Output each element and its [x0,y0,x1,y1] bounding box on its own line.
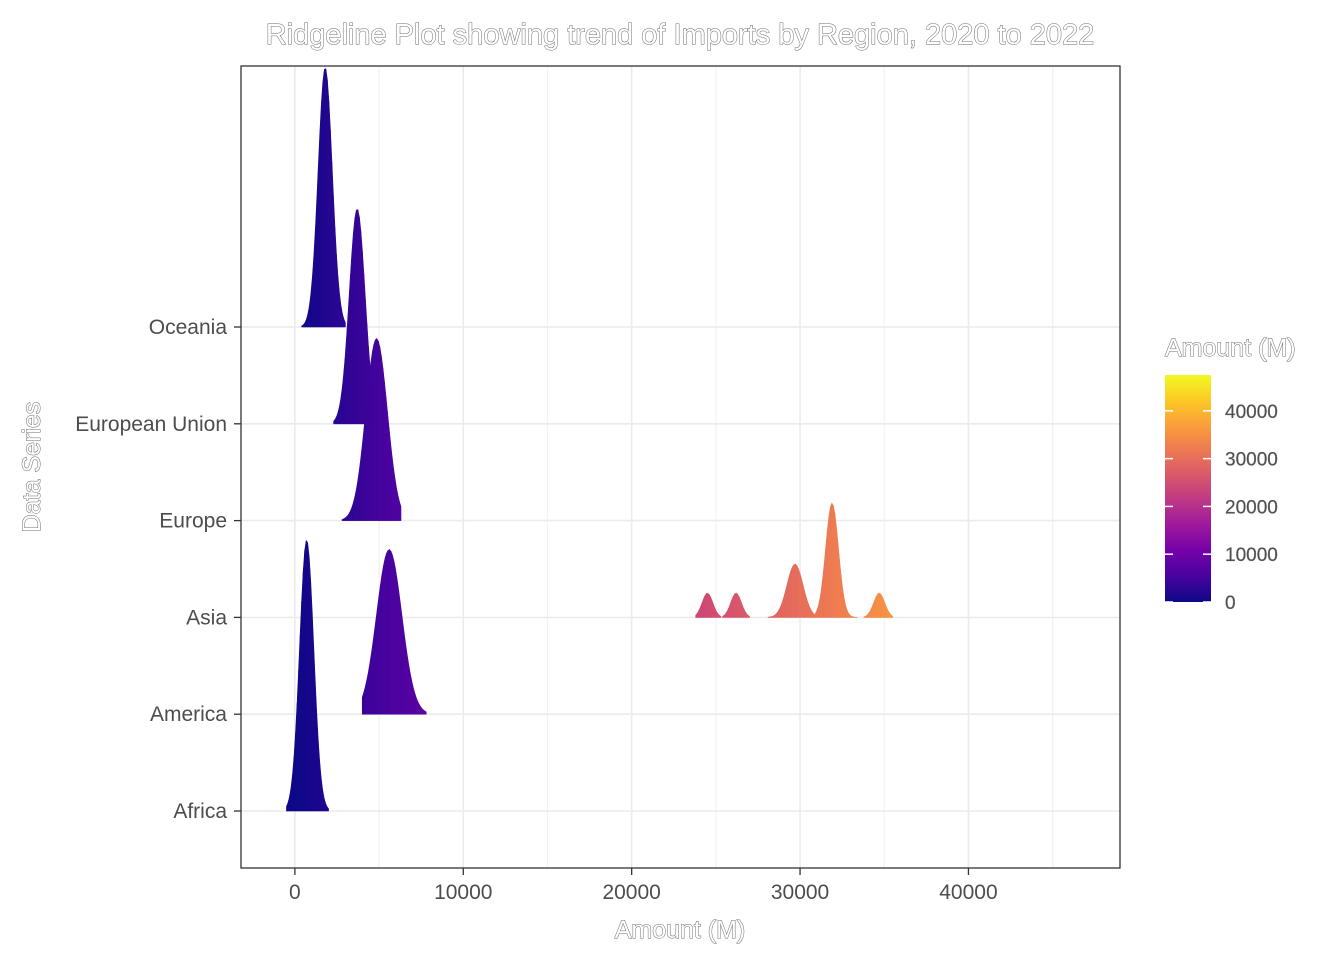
color-legend: Amount (M) 0 10000 20000 30000 40000 [1165,334,1296,614]
legend-tick-label: 40000 [1225,402,1278,423]
y-tick-label: Africa [173,800,227,823]
density-slice [372,382,373,424]
y-tick-label: European Union [75,413,227,436]
x-tick-label: 10000 [434,881,492,904]
y-tick-label: Asia [186,606,227,629]
legend-colorbar [1165,375,1211,602]
chart-title: Ridgeline Plot showing trend of Imports … [266,19,1095,51]
x-axis-title: Amount (M) [615,916,746,944]
density-slice [720,616,721,618]
y-axis-title: Data Series [18,402,46,533]
legend-title: Amount (M) [1165,334,1296,362]
y-tick-label: America [150,703,227,726]
y-tick-label: Europe [159,510,227,533]
legend-tick-label: 10000 [1225,545,1278,566]
legend-tick-label: 20000 [1225,497,1278,518]
y-tick-label: Oceania [149,316,228,339]
x-tick-label: 20000 [602,881,660,904]
x-tick-label: 0 [289,881,301,904]
density-slice [400,502,401,520]
plot-panel [241,66,1120,868]
x-tick-label: 40000 [939,881,997,904]
legend-tick-label: 0 [1225,593,1236,614]
legend-tick-label: 30000 [1225,450,1278,471]
x-tick-label: 30000 [771,881,829,904]
y-axis: Africa America Asia Europe European Union Oce… [75,316,241,823]
density-slice [748,616,749,618]
x-axis: 0 10000 20000 30000 40000 [289,868,998,904]
